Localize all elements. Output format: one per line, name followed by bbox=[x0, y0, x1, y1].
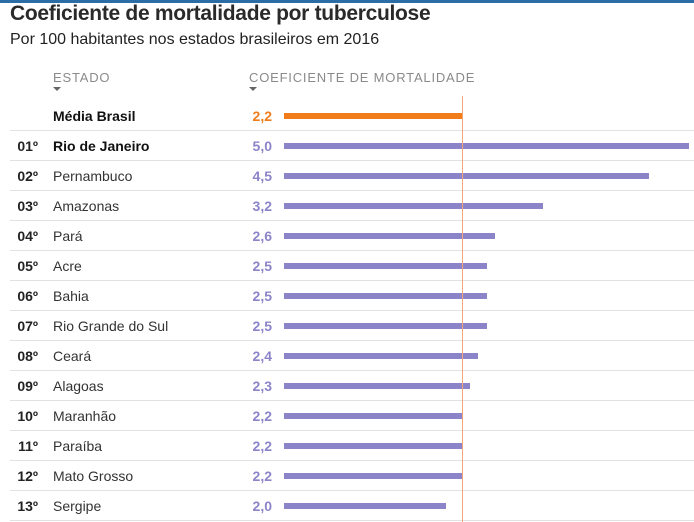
average-row: Média Brasil 2,2 bbox=[0, 101, 694, 131]
column-header-state[interactable]: ESTADO bbox=[53, 70, 111, 91]
value-label: 5,0 bbox=[252, 138, 272, 154]
rank-label: 04º bbox=[17, 228, 38, 244]
average-reference-line bbox=[462, 96, 463, 522]
value-label: 2,2 bbox=[252, 408, 272, 424]
row-divider bbox=[10, 460, 694, 461]
state-label: Acre bbox=[53, 258, 82, 274]
value-bar bbox=[284, 293, 487, 299]
row-divider bbox=[10, 220, 694, 221]
row-divider bbox=[10, 190, 694, 191]
column-header-state-label: ESTADO bbox=[53, 70, 111, 85]
rank-label: 09º bbox=[17, 378, 38, 394]
value-bar bbox=[284, 323, 487, 329]
state-label: Pernambuco bbox=[53, 168, 133, 184]
value-label: 3,2 bbox=[252, 198, 272, 214]
state-label: Sergipe bbox=[53, 498, 102, 514]
rank-label: 03º bbox=[17, 198, 38, 214]
sort-caret-icon[interactable] bbox=[53, 87, 61, 91]
rank-label: 12º bbox=[17, 468, 38, 484]
row-divider bbox=[10, 400, 694, 401]
state-label: Paraíba bbox=[53, 438, 103, 454]
table-row: 12º Mato Grosso 2,2 bbox=[0, 461, 694, 491]
state-label: Mato Grosso bbox=[53, 468, 134, 484]
table-row: 03º Amazonas 3,2 bbox=[0, 191, 694, 221]
column-header-value[interactable]: COEFICIENTE DE MORTALIDADE bbox=[249, 70, 476, 91]
state-label: Ceará bbox=[53, 348, 92, 364]
state-label: Pará bbox=[53, 228, 83, 244]
table-row: 08º Ceará 2,4 bbox=[0, 341, 694, 371]
value-bar bbox=[284, 143, 689, 149]
value-bar bbox=[284, 383, 470, 389]
table-row: 07º Rio Grande do Sul 2,5 bbox=[0, 311, 694, 341]
rank-label: 13º bbox=[17, 498, 38, 514]
state-label: Maranhão bbox=[53, 408, 117, 424]
value-bar bbox=[284, 233, 495, 239]
rank-label: 01º bbox=[17, 138, 38, 154]
value-bar bbox=[284, 413, 462, 419]
row-divider bbox=[10, 520, 694, 521]
rank-label: 11º bbox=[18, 438, 38, 454]
table-row: 04º Pará 2,6 bbox=[0, 221, 694, 251]
value-bar bbox=[284, 503, 446, 509]
row-divider bbox=[10, 250, 694, 251]
chart-title: Coeficiente de mortalidade por tuberculo… bbox=[10, 2, 431, 25]
state-label: Bahia bbox=[53, 288, 89, 304]
rank-label: 06º bbox=[17, 288, 38, 304]
rank-label: 07º bbox=[17, 318, 38, 334]
table-row: 02º Pernambuco 4,5 bbox=[0, 161, 694, 191]
value-label: 2,2 bbox=[252, 108, 272, 124]
value-label: 2,5 bbox=[252, 318, 272, 334]
value-bar bbox=[284, 443, 462, 449]
rank-label: 10º bbox=[17, 408, 38, 424]
rank-label: 02º bbox=[17, 168, 38, 184]
table-row: 13º Sergipe 2,0 bbox=[0, 491, 694, 521]
row-divider bbox=[10, 370, 694, 371]
value-label: 2,5 bbox=[252, 258, 272, 274]
table-row: 11º Paraíba 2,2 bbox=[0, 431, 694, 461]
row-divider bbox=[10, 280, 694, 281]
state-label: Média Brasil bbox=[53, 108, 136, 124]
top-rule bbox=[0, 0, 694, 3]
row-divider bbox=[10, 430, 694, 431]
value-bar bbox=[284, 353, 478, 359]
value-label: 2,2 bbox=[252, 438, 272, 454]
row-divider bbox=[10, 340, 694, 341]
state-label: Amazonas bbox=[53, 198, 120, 214]
row-divider bbox=[10, 490, 694, 491]
value-label: 2,4 bbox=[252, 348, 272, 364]
table-row: 05º Acre 2,5 bbox=[0, 251, 694, 281]
table-row: 06º Bahia 2,5 bbox=[0, 281, 694, 311]
rank-label: 05º bbox=[17, 258, 38, 274]
value-label: 2,6 bbox=[252, 228, 272, 244]
average-bar bbox=[284, 113, 462, 119]
row-divider bbox=[10, 160, 694, 161]
value-bar bbox=[284, 473, 462, 479]
value-bar bbox=[284, 173, 649, 179]
state-label: Alagoas bbox=[53, 378, 104, 394]
table-row: 10º Maranhão 2,2 bbox=[0, 401, 694, 431]
chart-subtitle: Por 100 habitantes nos estados brasileir… bbox=[10, 31, 380, 48]
value-bar bbox=[284, 203, 543, 209]
rank-label: 08º bbox=[17, 348, 38, 364]
row-divider bbox=[10, 130, 694, 131]
value-label: 2,3 bbox=[252, 378, 272, 394]
value-label: 2,5 bbox=[252, 288, 272, 304]
state-label: Rio de Janeiro bbox=[53, 138, 150, 154]
value-bar bbox=[284, 263, 487, 269]
value-label: 2,2 bbox=[252, 468, 272, 484]
row-divider bbox=[10, 310, 694, 311]
value-label: 4,5 bbox=[252, 168, 272, 184]
column-header-value-label: COEFICIENTE DE MORTALIDADE bbox=[249, 70, 476, 85]
state-label: Rio Grande do Sul bbox=[53, 318, 169, 334]
value-label: 2,0 bbox=[252, 498, 272, 514]
table-row: 01º Rio de Janeiro 5,0 bbox=[0, 131, 694, 161]
table-row: 09º Alagoas 2,3 bbox=[0, 371, 694, 401]
sort-caret-icon[interactable] bbox=[249, 87, 257, 91]
